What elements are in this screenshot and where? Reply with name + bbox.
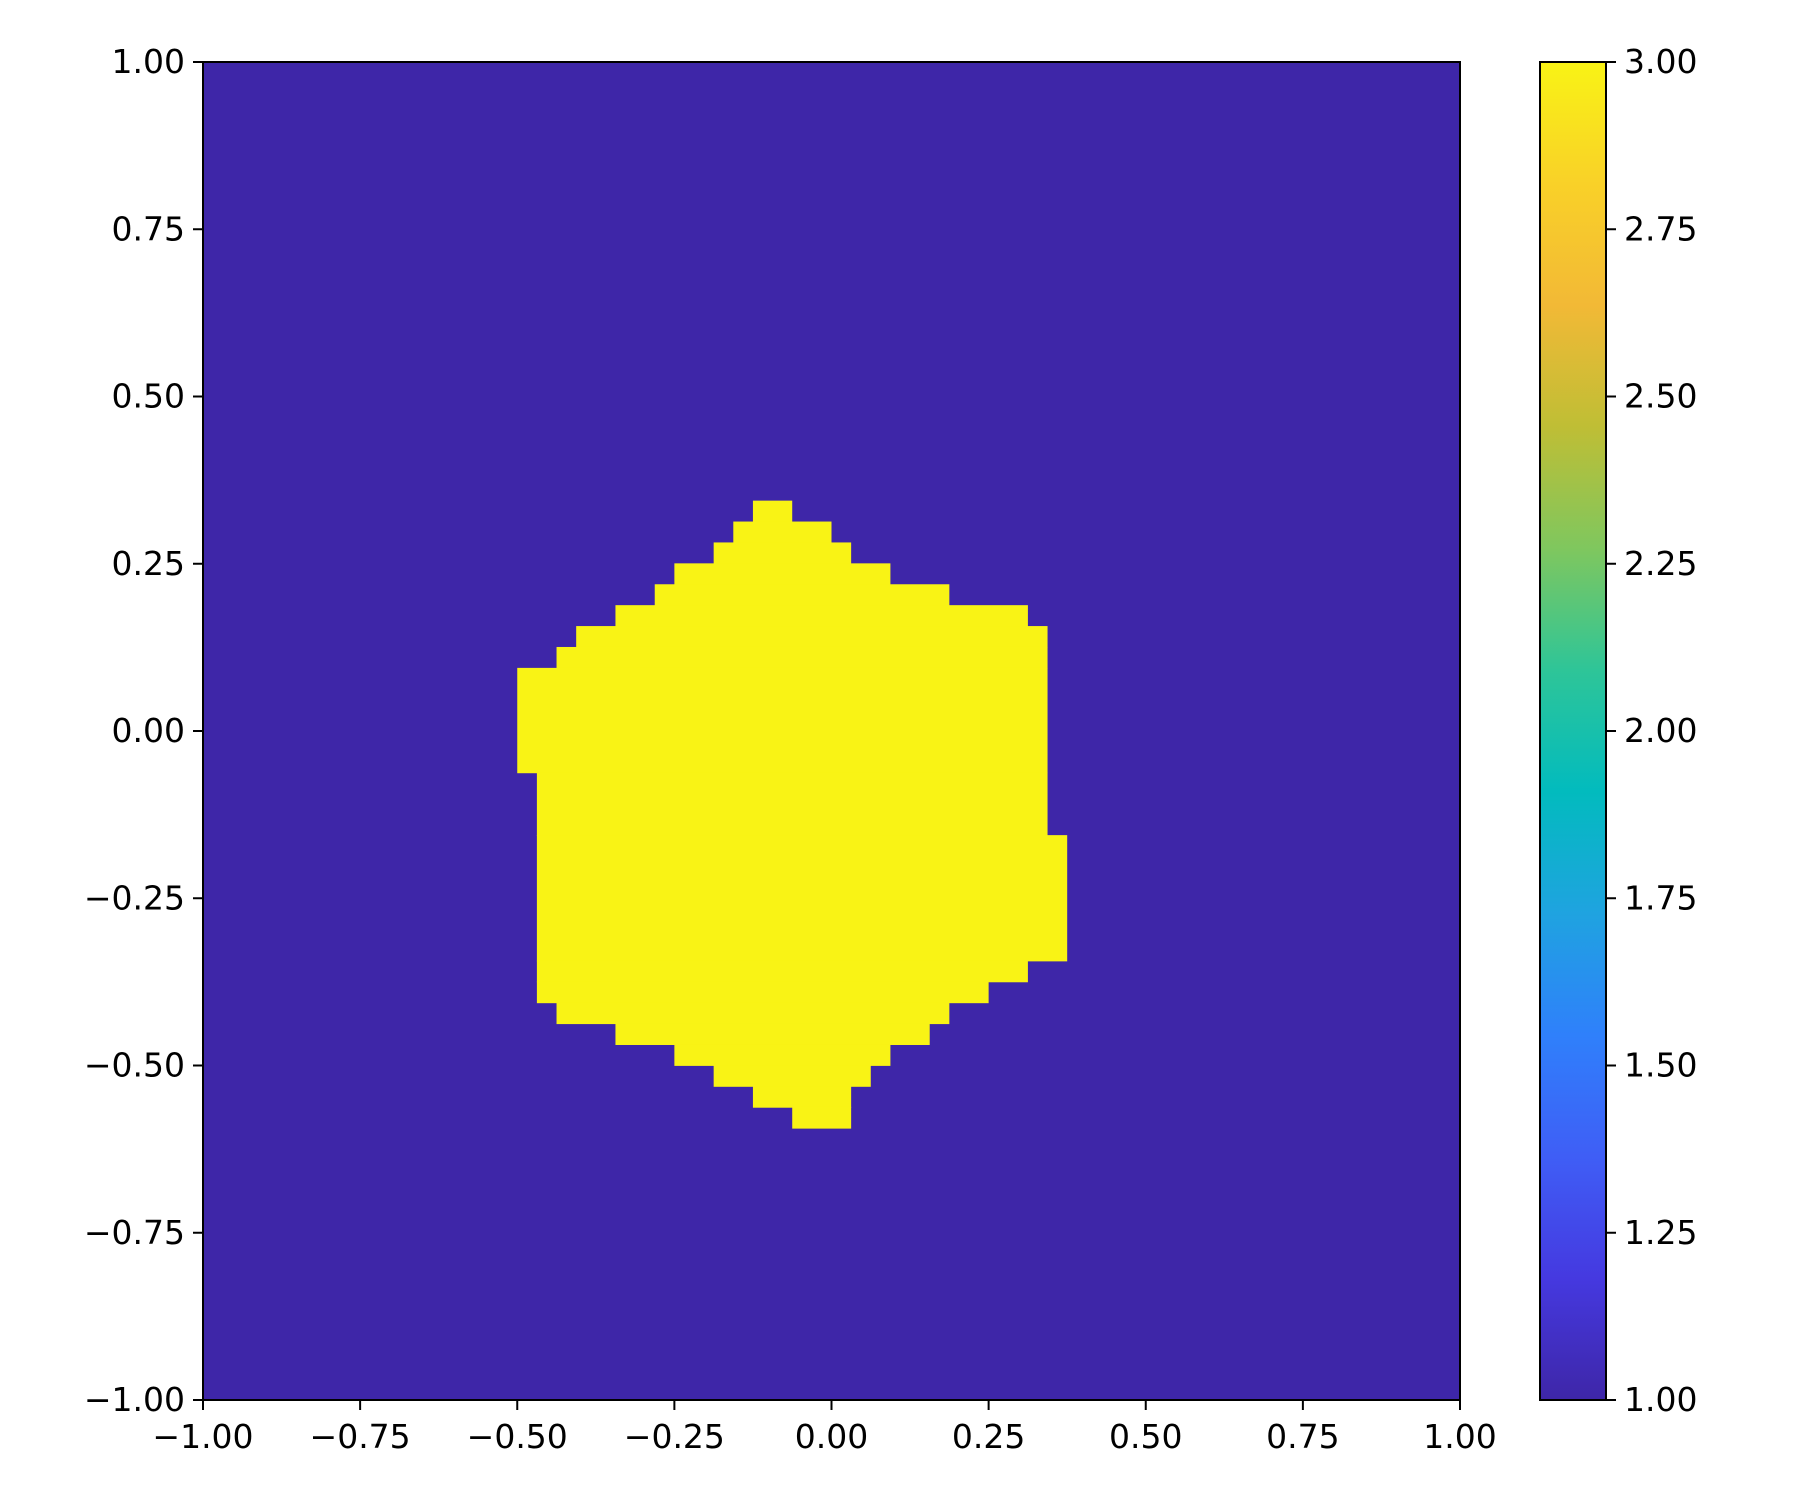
y-tick-label: −0.25 <box>84 878 185 917</box>
colorbar-tick-label: 1.50 <box>1624 1046 1697 1085</box>
y-tick-label: 0.50 <box>112 377 185 416</box>
x-tick-label: −1.00 <box>152 1417 253 1456</box>
x-tick-label: −0.75 <box>310 1417 411 1456</box>
colorbar <box>1540 62 1606 1400</box>
heatmap-cell-row-11 <box>536 960 1028 983</box>
heatmap-cell-row-14 <box>615 1023 930 1045</box>
heatmap-cell-row-17 <box>752 1086 852 1108</box>
x-tick-label: 0.00 <box>795 1417 868 1456</box>
colorbar-tick-label: 2.50 <box>1624 377 1697 416</box>
colorbar-axis: 1.00 1.25 1.50 1.75 2.00 2.25 2.50 2.75 3.00 <box>1606 42 1697 1419</box>
colorbar-tick-label: 1.75 <box>1624 878 1697 917</box>
heatmap-cell-row-0 <box>752 500 793 523</box>
heatmap-cell-row-2 <box>713 542 852 565</box>
heatmap-cell-row-13 <box>556 1002 950 1025</box>
x-tick-label: −0.25 <box>624 1417 725 1456</box>
heatmap-cell-row-1 <box>733 521 832 544</box>
heatmap-cell-row-10 <box>536 835 1068 962</box>
heatmap-cell-row-8 <box>517 667 1048 774</box>
colorbar-tick-label: 2.00 <box>1624 711 1697 750</box>
heatmap-cell-row-16 <box>713 1065 871 1087</box>
y-tick-label: −1.00 <box>84 1380 185 1419</box>
heatmap-cell-row-6 <box>576 626 1048 648</box>
x-axis: −1.00 −0.75 −0.50 −0.25 0.00 0.25 0.50 0.75 1.00 <box>152 1400 1497 1456</box>
y-tick-label: 0.00 <box>112 711 185 750</box>
x-tick-label: 1.00 <box>1423 1417 1496 1456</box>
heatmap-cell-row-12 <box>536 981 989 1004</box>
heatmap-cell-row-15 <box>674 1044 891 1066</box>
heatmap-cell-row-3 <box>674 563 891 586</box>
y-tick-label: 0.25 <box>112 544 185 583</box>
y-tick-label: −0.75 <box>84 1213 185 1252</box>
x-tick-label: 0.50 <box>1109 1417 1182 1456</box>
heatmap-cell-row-7 <box>556 646 1048 669</box>
heatmap-cell-row-18 <box>792 1106 852 1129</box>
heatmap-cell-row-4 <box>654 584 950 606</box>
colorbar-tick-label: 1.00 <box>1624 1380 1697 1419</box>
x-tick-label: 0.25 <box>952 1417 1025 1456</box>
y-tick-label: −0.50 <box>84 1046 185 1085</box>
y-tick-label: 0.75 <box>112 209 185 248</box>
colorbar-tick-label: 3.00 <box>1624 42 1697 81</box>
y-tick-label: 1.00 <box>112 42 185 81</box>
heatmap-cell-row-5 <box>615 605 1028 627</box>
colorbar-tick-label: 2.75 <box>1624 209 1697 248</box>
y-axis: −1.00 −0.75 −0.50 −0.25 0.00 0.25 0.50 0.75 1.00 <box>84 42 203 1419</box>
colorbar-tick-label: 2.25 <box>1624 544 1697 583</box>
x-tick-label: 0.75 <box>1266 1417 1339 1456</box>
heatmap-cell-row-9 <box>536 772 1048 836</box>
heatmap-region <box>517 500 1068 1129</box>
colorbar-tick-label: 1.25 <box>1624 1213 1697 1252</box>
x-tick-label: −0.50 <box>467 1417 568 1456</box>
